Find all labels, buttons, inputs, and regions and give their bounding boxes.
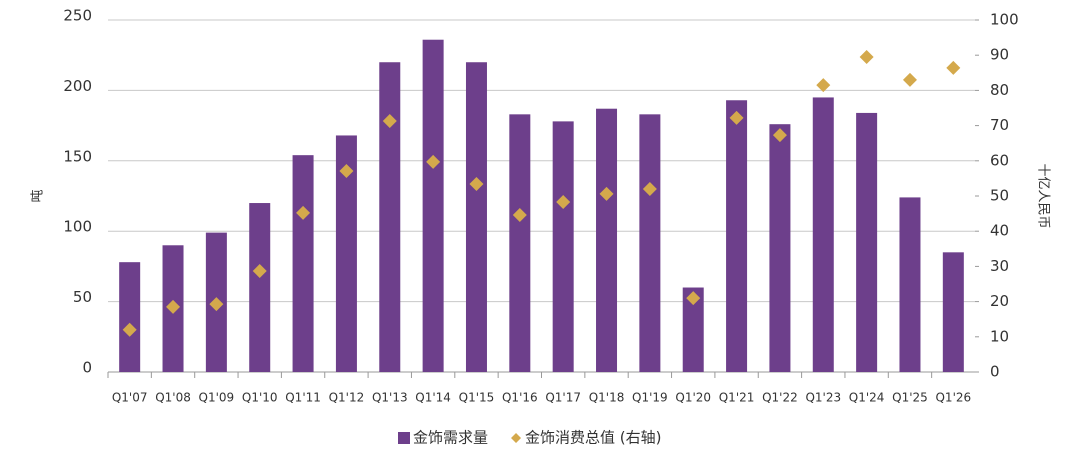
marker	[946, 60, 961, 75]
y2-tick-label: 50	[990, 187, 1009, 205]
y-tick-label: 250	[63, 7, 92, 25]
bar	[769, 124, 791, 372]
bar	[552, 121, 574, 372]
marker	[252, 263, 267, 278]
marker	[296, 205, 311, 220]
marker	[599, 186, 614, 201]
x-tick-label: Q1'19	[632, 391, 668, 405]
y-tick-label: 0	[82, 359, 92, 377]
y2-tick-label: 80	[990, 81, 1009, 99]
bar	[942, 252, 964, 372]
x-tick-label: Q1'08	[155, 391, 191, 405]
x-tick-label: Q1'20	[675, 391, 711, 405]
bar	[465, 62, 487, 373]
x-tick-label: Q1'07	[112, 391, 148, 405]
x-tick-label: Q1'25	[892, 391, 928, 405]
marker	[772, 128, 787, 143]
legend-label: 金饰消费总值 (右轴)	[525, 429, 661, 447]
bar	[596, 108, 618, 372]
x-tick-label: Q1'10	[242, 391, 278, 405]
marker	[902, 72, 917, 87]
legend-label: 金饰需求量	[413, 429, 488, 447]
bar	[422, 39, 444, 372]
y-axis-label: 吨	[31, 189, 46, 202]
y2-tick-label: 20	[990, 292, 1009, 310]
marker	[122, 322, 137, 337]
bar	[509, 114, 531, 372]
marker	[426, 154, 441, 169]
y2-tick-label: 70	[990, 116, 1009, 134]
marker	[859, 49, 874, 64]
x-tick-label: Q1'23	[805, 391, 841, 405]
bar	[682, 287, 704, 372]
marker	[642, 181, 657, 196]
x-tick-label: Q1'14	[415, 391, 451, 405]
marker	[686, 291, 701, 306]
x-tick-label: Q1'16	[502, 391, 538, 405]
bar	[292, 155, 314, 372]
marker	[166, 299, 181, 314]
legend-swatch	[511, 433, 522, 443]
y2-tick-label: 30	[990, 257, 1009, 275]
x-tick-label: Q1'11	[285, 391, 321, 405]
x-tick-label: Q1'24	[849, 391, 885, 405]
bar	[379, 62, 401, 373]
bar	[249, 203, 271, 372]
x-tick-label: Q1'17	[545, 391, 581, 405]
x-tick-label: Q1'13	[372, 391, 408, 405]
bar	[812, 97, 834, 372]
bar	[899, 197, 921, 372]
x-tick-label: Q1'26	[935, 391, 971, 405]
x-tick-label: Q1'15	[459, 391, 495, 405]
y2-tick-label: 40	[990, 222, 1009, 240]
marker	[209, 297, 224, 312]
y2-tick-label: 10	[990, 327, 1009, 345]
bar	[335, 135, 357, 372]
y-tick-label: 100	[63, 218, 92, 236]
bar	[639, 114, 661, 372]
marker	[339, 164, 354, 179]
y-tick-label: 200	[63, 77, 92, 95]
x-tick-label: Q1'18	[589, 391, 625, 405]
marker	[729, 110, 744, 125]
x-tick-label: Q1'12	[329, 391, 365, 405]
marker	[556, 194, 571, 209]
marker	[469, 177, 484, 192]
y-tick-label: 50	[73, 288, 92, 306]
y2-axis-label: 十亿人民币	[1036, 163, 1051, 228]
marker	[512, 208, 527, 223]
y2-tick-label: 90	[990, 46, 1009, 64]
x-tick-label: Q1'21	[719, 391, 755, 405]
bar	[856, 112, 878, 372]
legend-swatch	[398, 432, 410, 444]
y-tick-label: 150	[63, 147, 92, 165]
y2-tick-label: 60	[990, 151, 1009, 169]
marker	[382, 114, 397, 129]
bar	[726, 100, 748, 373]
x-tick-label: Q1'22	[762, 391, 798, 405]
y2-tick-label: 0	[990, 363, 1000, 381]
x-tick-label: Q1'09	[199, 391, 235, 405]
y2-tick-label: 100	[990, 11, 1019, 29]
bar	[119, 262, 141, 372]
marker	[816, 78, 831, 93]
